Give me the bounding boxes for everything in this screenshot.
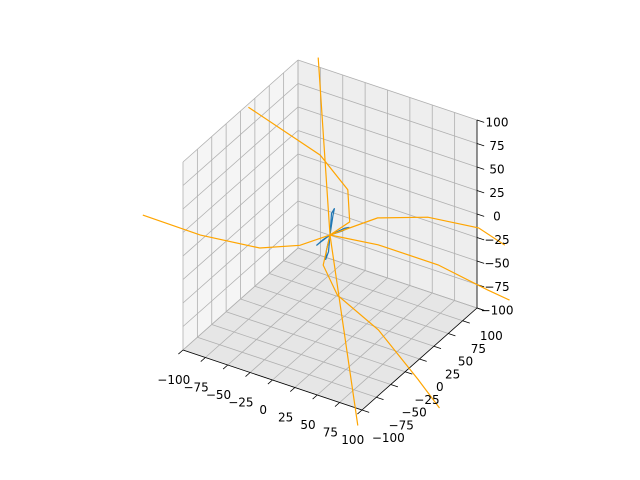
y-tick-label: −100 xyxy=(372,431,405,445)
grid-line xyxy=(297,224,478,285)
y-tick xyxy=(419,358,427,362)
grid-line xyxy=(254,285,435,347)
z-tick xyxy=(476,119,485,123)
y-tick-label: 100 xyxy=(480,329,503,343)
y-tick-label: −50 xyxy=(401,406,426,420)
y-tick xyxy=(361,409,370,413)
z-tick-label: −75 xyxy=(484,280,509,294)
grid-line xyxy=(182,177,299,280)
grid-line xyxy=(182,153,299,257)
grid-line xyxy=(297,59,478,121)
grid-line xyxy=(182,224,299,327)
y-tick-label: 0 xyxy=(436,380,444,394)
grid-line xyxy=(297,177,478,238)
z-tick-label: −50 xyxy=(484,257,509,271)
z-tick xyxy=(476,166,485,170)
y-tick xyxy=(404,371,413,375)
z-tick-label: 50 xyxy=(489,163,504,177)
x-tick-label: −100 xyxy=(157,373,190,387)
z-tick xyxy=(476,237,485,241)
y-tick xyxy=(376,396,384,401)
lines xyxy=(142,57,510,426)
x-tick xyxy=(267,379,273,385)
y-tick-label: 50 xyxy=(458,355,473,369)
x-tick xyxy=(222,364,229,370)
z-tick xyxy=(476,190,485,194)
x-tick-label: 75 xyxy=(323,426,338,440)
z-tick-label: 25 xyxy=(489,186,504,200)
y-tick xyxy=(433,345,442,350)
y-tick xyxy=(462,320,470,324)
y-tick xyxy=(390,384,399,388)
grid-line xyxy=(182,83,299,186)
z-tick xyxy=(476,143,485,147)
y-tick-label: 25 xyxy=(445,367,460,381)
z-tick xyxy=(476,307,485,311)
axes xyxy=(178,119,485,415)
grid-line xyxy=(182,200,299,304)
z-tick-label: −100 xyxy=(481,304,514,318)
x-tick xyxy=(178,349,184,355)
grid-line xyxy=(225,311,406,373)
x-tick-label: −25 xyxy=(228,396,253,410)
x-tick xyxy=(290,387,296,392)
x-tick-label: −75 xyxy=(183,381,208,395)
x-tick xyxy=(357,409,363,415)
z-tick-label: 100 xyxy=(486,116,509,130)
x-tick xyxy=(245,372,251,377)
x-tick xyxy=(200,357,206,362)
x-tick-label: 100 xyxy=(341,433,364,447)
y-tick-label: −75 xyxy=(389,418,414,432)
z-tick-label: −25 xyxy=(484,233,509,247)
grid-line xyxy=(297,130,478,191)
x-tick xyxy=(312,394,318,400)
grid-line xyxy=(182,59,299,163)
z-tick xyxy=(476,213,485,217)
z-tick-label: 0 xyxy=(493,210,501,224)
grid-line xyxy=(240,298,420,360)
x-tick-label: 0 xyxy=(259,403,267,417)
x-tick-label: 50 xyxy=(300,418,315,432)
y-tick-label: 75 xyxy=(471,342,486,356)
grid-line xyxy=(297,106,478,168)
grid-line xyxy=(182,130,299,233)
z-tick xyxy=(476,260,485,264)
grid-line xyxy=(269,273,449,334)
grid-line xyxy=(182,106,299,210)
y-tick xyxy=(448,333,456,337)
grid-line xyxy=(197,336,377,398)
line xyxy=(142,57,510,426)
grid-line xyxy=(297,83,478,144)
grid-line xyxy=(211,324,391,385)
x-tick xyxy=(334,402,340,407)
grid-line xyxy=(283,260,463,322)
x-tick-label: −50 xyxy=(206,388,231,402)
grid-line xyxy=(182,247,299,351)
grid-line xyxy=(297,247,478,309)
z-tick-label: 75 xyxy=(489,139,504,153)
x-tick-label: 25 xyxy=(278,411,293,425)
y-tick-label: −25 xyxy=(414,393,439,407)
